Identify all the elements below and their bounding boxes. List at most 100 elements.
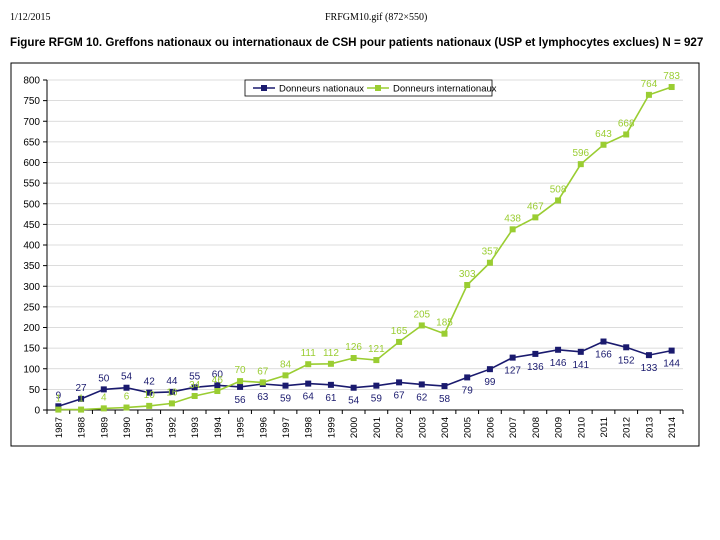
legend-label-1: Donneurs internationaux: [393, 84, 497, 95]
x-tick-label-2004: 2004: [440, 417, 451, 438]
series-0-label-1989: 50: [98, 373, 110, 384]
series-0-point-2003: [418, 381, 425, 388]
series-0-point-2002: [396, 379, 403, 386]
y-tick-label-14: 700: [23, 117, 40, 128]
series-0-point-2013: [645, 352, 652, 359]
y-tick-label-3: 150: [23, 344, 40, 355]
series-0-point-1998: [305, 380, 312, 387]
series-1-label-1991: 10: [144, 390, 156, 401]
x-tick-label-2002: 2002: [395, 417, 406, 438]
series-1-label-2005: 303: [459, 269, 476, 280]
series-0-label-1988: 27: [76, 383, 88, 394]
series-0-point-1993: [191, 384, 198, 391]
series-1-point-2009: [555, 197, 562, 204]
x-tick-label-2007: 2007: [508, 417, 519, 438]
series-1-point-2008: [532, 214, 539, 221]
series-1-point-1990: [123, 404, 130, 411]
series-0-label-1993: 55: [189, 371, 201, 382]
series-0-label-1987: 9: [56, 390, 62, 401]
y-tick-label-12: 600: [23, 158, 40, 169]
x-tick-label-1988: 1988: [77, 417, 88, 438]
series-0-label-1990: 54: [121, 372, 133, 383]
x-tick-label-2014: 2014: [667, 417, 678, 438]
x-tick-label-2009: 2009: [554, 417, 565, 438]
series-1-point-2014: [668, 84, 675, 91]
series-0-point-1997: [282, 382, 289, 389]
series-1-label-1988: 1: [78, 394, 84, 405]
y-tick-label-7: 350: [23, 261, 40, 272]
x-tick-label-2010: 2010: [576, 417, 587, 438]
series-0-label-2003: 62: [416, 392, 428, 403]
legend-label-0: Donneurs nationaux: [279, 84, 364, 95]
x-tick-label-2012: 2012: [622, 417, 633, 438]
figure-title: Figure RFGM 10. Greffons nationaux ou in…: [10, 36, 704, 49]
series-1-label-1987: 1: [56, 394, 62, 405]
y-tick-label-8: 400: [23, 241, 40, 252]
series-0-label-2004: 58: [439, 394, 451, 405]
y-tick-label-10: 500: [23, 199, 40, 210]
series-1-label-2011: 643: [595, 129, 612, 140]
series-0-label-1999: 61: [325, 393, 337, 404]
series-0-label-1996: 63: [257, 392, 269, 403]
series-0-point-1988: [78, 395, 85, 402]
page-file-name: FRFGM10.gif (872×550): [325, 12, 428, 23]
series-0-label-1991: 42: [144, 377, 156, 388]
series-1-point-2001: [373, 357, 380, 364]
series-1-point-1991: [146, 402, 153, 409]
x-tick-label-1994: 1994: [213, 417, 224, 438]
line-chart: 0501001502002503003504004505005506006507…: [10, 62, 700, 447]
series-1-point-2002: [396, 338, 403, 345]
series-0-point-2012: [623, 344, 630, 351]
series-1-point-1993: [191, 392, 198, 399]
series-0-label-1994: 60: [212, 369, 224, 380]
series-0-point-1995: [237, 383, 244, 390]
series-0-label-2005: 79: [462, 385, 474, 396]
series-1-label-2012: 668: [618, 118, 635, 129]
series-0-point-2006: [486, 366, 493, 373]
series-1-label-2000: 126: [345, 342, 362, 353]
chart-frame: [10, 62, 700, 447]
series-0-point-1987: [55, 403, 62, 410]
series-0-label-2011: 166: [595, 350, 612, 361]
x-tick-label-1991: 1991: [145, 417, 156, 438]
series-1-point-2012: [623, 131, 630, 138]
y-tick-label-15: 750: [23, 96, 40, 107]
series-1-label-2014: 783: [663, 71, 680, 82]
series-0-point-2004: [441, 383, 448, 390]
series-1-point-1994: [214, 388, 221, 395]
series-1-point-1996: [259, 379, 266, 386]
series-0-point-2000: [350, 384, 357, 391]
series-0-point-2011: [600, 338, 607, 345]
series-0-point-2009: [555, 346, 562, 353]
series-1-label-2002: 165: [391, 326, 408, 337]
series-0-label-2000: 54: [348, 396, 360, 407]
series-1-label-1995: 70: [235, 365, 247, 376]
x-tick-label-2005: 2005: [463, 417, 474, 438]
series-0-label-2007: 127: [504, 366, 521, 377]
x-tick-label-1990: 1990: [122, 417, 133, 438]
x-tick-label-1989: 1989: [99, 417, 110, 438]
series-0-point-1994: [214, 382, 221, 389]
x-tick-label-2000: 2000: [349, 417, 360, 438]
series-1-label-2004: 185: [436, 318, 453, 329]
series-0-label-2008: 136: [527, 362, 544, 373]
y-tick-label-6: 300: [23, 282, 40, 293]
series-0-point-2001: [373, 382, 380, 389]
series-1-label-1992: 16: [166, 387, 178, 398]
series-1-point-2007: [509, 226, 516, 233]
series-0-label-2013: 133: [641, 363, 658, 374]
series-1-label-2008: 467: [527, 201, 544, 212]
series-0-label-2010: 141: [572, 360, 589, 371]
series-0-point-2014: [668, 347, 675, 354]
series-0-point-2005: [464, 374, 471, 381]
x-tick-label-1987: 1987: [54, 417, 65, 438]
series-0-point-1992: [168, 388, 175, 395]
series-1-point-2004: [441, 330, 448, 337]
series-1-point-1988: [78, 406, 85, 413]
series-1-label-1998: 111: [301, 348, 317, 359]
series-1-label-2006: 357: [482, 247, 499, 258]
series-1-point-1989: [100, 405, 107, 412]
series-0-point-2010: [577, 348, 584, 355]
series-0-label-1992: 44: [166, 376, 178, 387]
series-1-point-1992: [168, 400, 175, 407]
